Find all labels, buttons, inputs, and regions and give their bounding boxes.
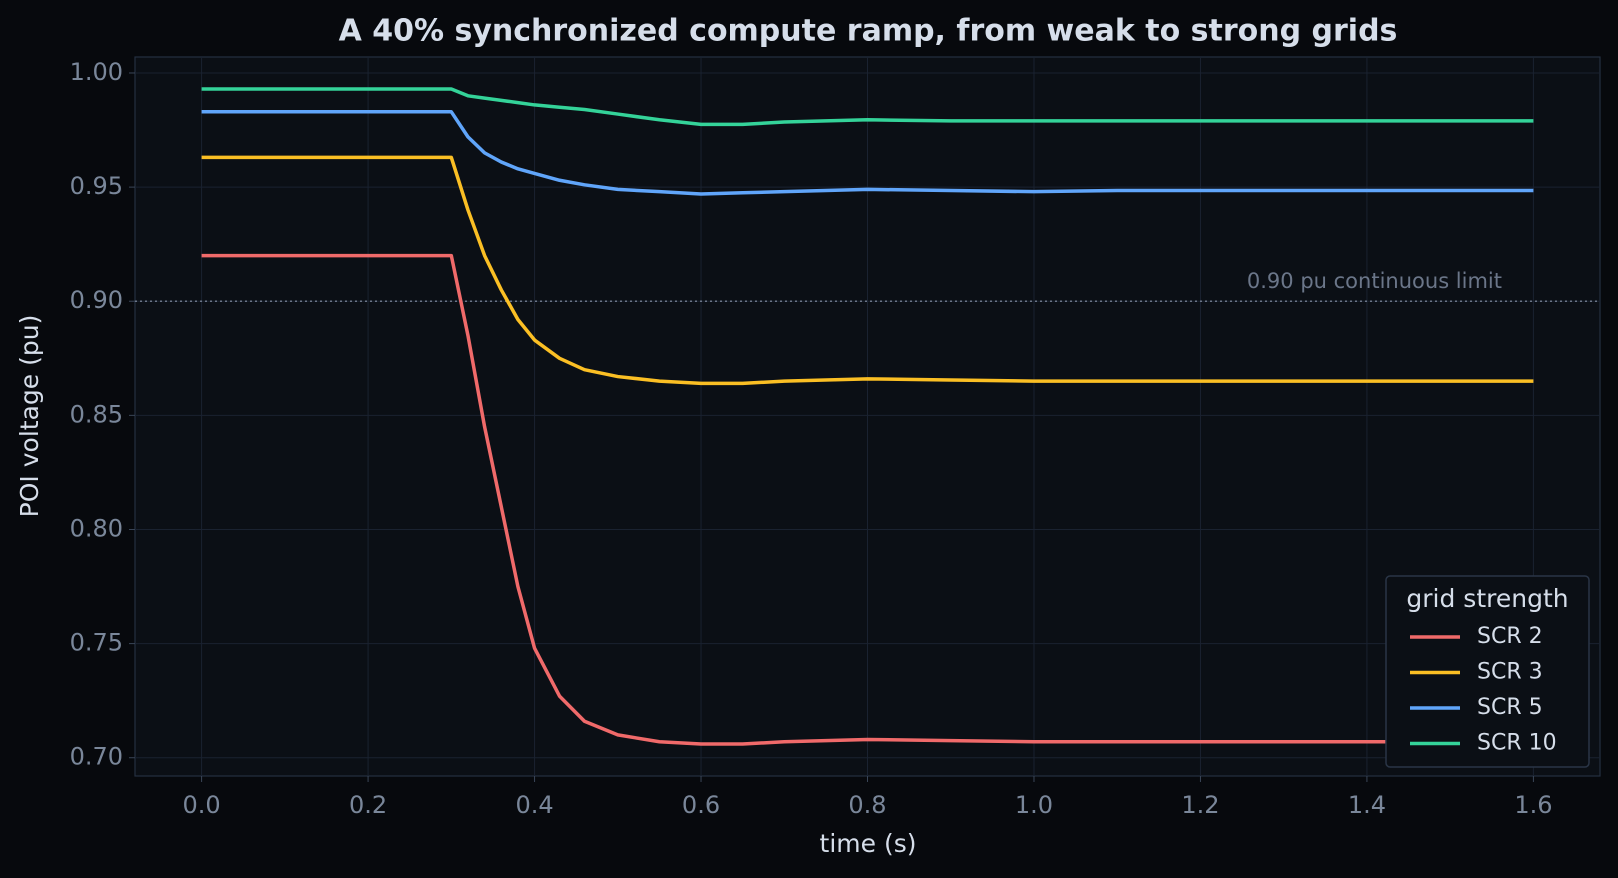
- x-tick-label: 0.2: [349, 791, 387, 819]
- x-tick-label: 0.4: [515, 791, 553, 819]
- y-tick-label: 0.70: [70, 743, 123, 771]
- legend-label: SCR 5: [1477, 695, 1543, 720]
- y-tick-label: 1.00: [70, 58, 123, 86]
- y-axis-label: POI voltage (pu): [15, 315, 44, 518]
- y-tick-label: 0.90: [70, 286, 123, 314]
- y-tick-label: 0.95: [70, 172, 123, 200]
- x-tick-label: 0.8: [848, 791, 886, 819]
- legend-box: [1385, 575, 1590, 768]
- legend-title: grid strength: [1406, 584, 1568, 613]
- legend-label: SCR 2: [1477, 624, 1543, 649]
- x-tick-label: 1.0: [1015, 791, 1053, 819]
- x-tick-label: 1.2: [1181, 791, 1219, 819]
- series-line: [201, 155, 1534, 386]
- x-tick-label: 0.0: [183, 791, 221, 819]
- series-line: [201, 87, 1534, 127]
- chart-title: A 40% synchronized compute ramp, from we…: [339, 14, 1398, 49]
- threshold-label: 0.90 pu continuous limit: [1247, 269, 1502, 293]
- legend-label: SCR 3: [1477, 660, 1543, 685]
- legend-label: SCR 10: [1477, 731, 1557, 756]
- series-line: [201, 110, 1534, 196]
- y-tick-label: 0.85: [70, 400, 123, 428]
- y-tick-label: 0.75: [70, 629, 123, 657]
- x-tick-label: 0.6: [682, 791, 720, 819]
- series-line: [201, 253, 1534, 746]
- x-axis-label: time (s): [820, 829, 917, 858]
- x-tick-label: 1.6: [1514, 791, 1552, 819]
- x-tick-label: 1.4: [1348, 791, 1386, 819]
- y-tick-label: 0.80: [70, 514, 123, 542]
